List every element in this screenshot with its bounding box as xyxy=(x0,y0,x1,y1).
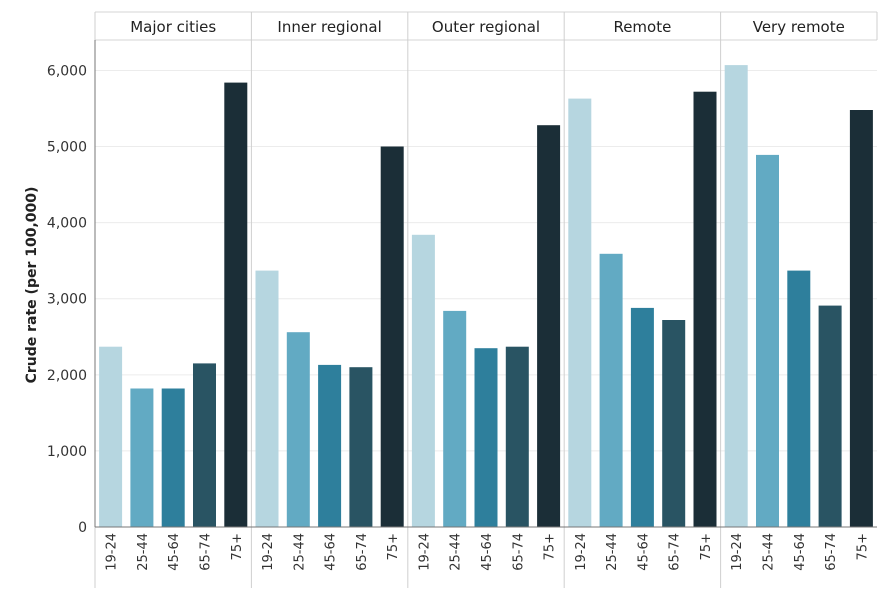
x-tick-label: 45-64 xyxy=(636,533,651,571)
bar[interactable] xyxy=(537,125,561,527)
panel-header: Major cities xyxy=(130,18,216,36)
bar[interactable] xyxy=(130,388,154,528)
bar[interactable] xyxy=(630,307,654,527)
bar[interactable] xyxy=(662,320,686,527)
x-tick-label: 65-74 xyxy=(511,533,526,571)
x-tick-label: 19-24 xyxy=(574,533,589,571)
x-tick-label: 25-44 xyxy=(136,533,151,571)
y-tick-label: 6,000 xyxy=(47,63,87,79)
x-tick-label: 75+ xyxy=(699,533,714,560)
x-tick-label: 25-44 xyxy=(762,533,777,571)
bar[interactable] xyxy=(787,270,811,527)
x-tick-label: 45-64 xyxy=(167,533,182,571)
x-tick-label: 45-64 xyxy=(793,533,808,571)
x-tick-label: 25-44 xyxy=(605,533,620,571)
y-tick-label: 4,000 xyxy=(47,216,87,232)
bar[interactable] xyxy=(255,270,279,527)
y-tick-label: 2,000 xyxy=(47,368,87,384)
panel-headers: Major cities Inner regional Outer regional… xyxy=(95,11,877,41)
y-tick-label: 3,000 xyxy=(47,292,87,308)
x-tick-label: 19-24 xyxy=(261,533,276,571)
y-tick-label: 5,000 xyxy=(47,140,87,156)
bars xyxy=(99,65,873,528)
bar[interactable] xyxy=(193,363,216,527)
bar[interactable] xyxy=(349,367,373,527)
x-tick-label: 65-74 xyxy=(355,533,370,571)
x-tick-label: 19-24 xyxy=(730,533,745,571)
bar[interactable] xyxy=(224,82,248,527)
panel-header: Inner regional xyxy=(277,18,381,36)
bar[interactable] xyxy=(474,348,498,527)
bar[interactable] xyxy=(443,310,467,527)
x-tick-label: 25-44 xyxy=(292,533,307,571)
x-tick-label: 45-64 xyxy=(480,533,495,571)
x-tick-label: 45-64 xyxy=(324,533,339,571)
bar[interactable] xyxy=(756,154,779,527)
bar[interactable] xyxy=(724,65,748,527)
x-tick-label: 75+ xyxy=(855,533,870,560)
x-tick-label: 65-74 xyxy=(824,533,839,571)
panel-header: Remote xyxy=(613,18,671,36)
x-axis: 19-24 25-44 45-64 65-74 75+ 19-24 25-44 45-64 65… xyxy=(95,526,877,571)
bar[interactable] xyxy=(599,253,623,528)
x-tick-label: 75+ xyxy=(543,533,558,560)
bar[interactable] xyxy=(380,146,404,528)
bar[interactable] xyxy=(849,110,873,527)
bar[interactable] xyxy=(318,364,342,527)
panel-header: Very remote xyxy=(753,18,845,36)
bar[interactable] xyxy=(505,346,529,527)
x-tick-label: 65-74 xyxy=(668,533,683,571)
x-tick-label: 75+ xyxy=(386,533,401,560)
panel-header: Outer regional xyxy=(432,18,540,36)
y-tick-label: 0 xyxy=(78,520,87,536)
x-tick-label: 65-74 xyxy=(199,533,214,571)
bar[interactable] xyxy=(411,234,435,528)
bar[interactable] xyxy=(693,91,717,527)
y-tick-label: 1,000 xyxy=(47,444,87,460)
bar[interactable] xyxy=(568,98,592,527)
x-tick-label: 25-44 xyxy=(449,533,464,571)
bar[interactable] xyxy=(286,332,310,527)
bar[interactable] xyxy=(161,388,185,528)
y-axis-title: Crude rate (per 100,000) xyxy=(24,187,40,384)
y-axis: 0 1,000 2,000 3,000 4,000 5,000 6,000 xyxy=(47,40,96,536)
x-tick-label: 19-24 xyxy=(105,533,120,571)
bar[interactable] xyxy=(99,346,123,527)
x-tick-label: 19-24 xyxy=(417,533,432,571)
bar[interactable] xyxy=(818,305,842,527)
x-tick-label: 75+ xyxy=(230,533,245,560)
